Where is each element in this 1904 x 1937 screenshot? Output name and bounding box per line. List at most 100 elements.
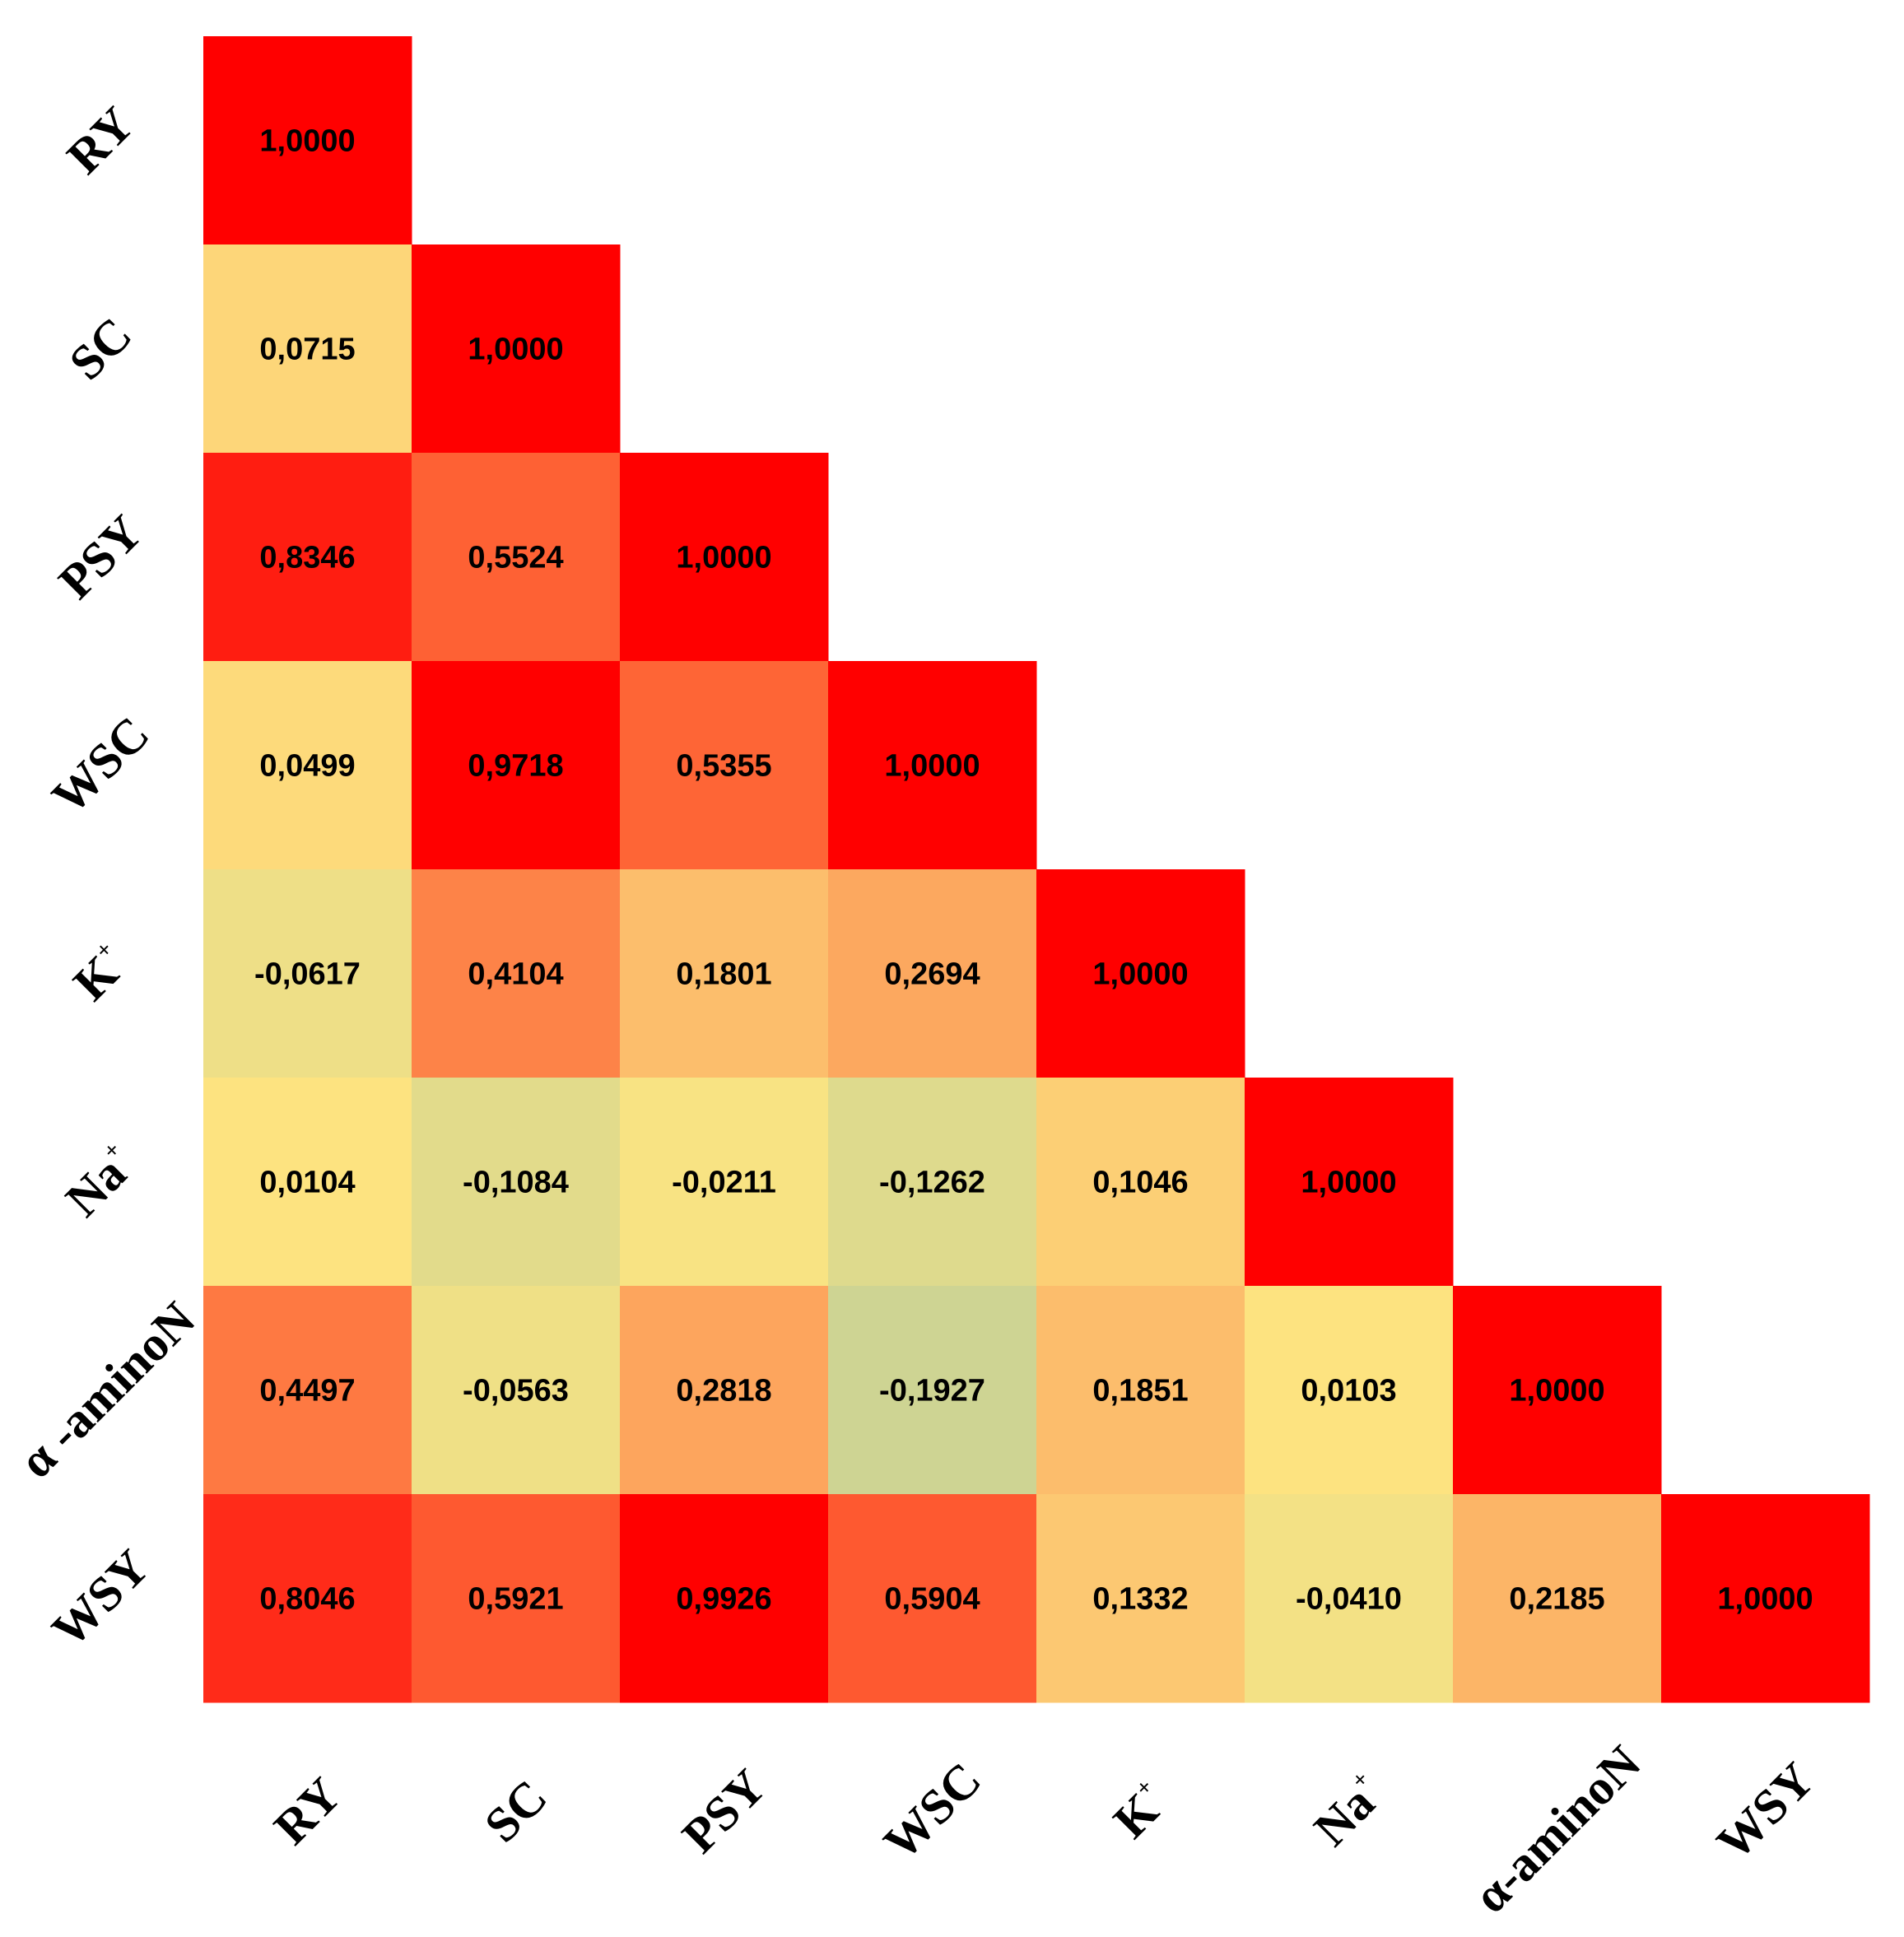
heatmap-cell-r8-c4 <box>828 1494 1037 1703</box>
y-axis-labels: RY SC PSY WSC K+ Na+ α -aminoN WSY <box>9 96 206 1657</box>
x-axis-label-aminon: α-aminoN <box>1463 1735 1650 1923</box>
x-axis-label-wsc: WSC <box>873 1752 991 1869</box>
heatmap-cell-r4-c3 <box>620 661 829 870</box>
y-axis-label-wsy: WSY <box>41 1539 159 1657</box>
heatmap-cell-r6-c1 <box>203 1078 412 1287</box>
cell-value-r3-c2: 0,5524 <box>468 541 563 575</box>
cell-value-r1-c1: 1,0000 <box>259 124 355 159</box>
y-axis-label-text: RY <box>57 96 144 184</box>
x-axis-label-text: WSY <box>1706 1752 1824 1869</box>
y-axis-label-ry: RY <box>57 96 144 184</box>
y-axis-label-text: K <box>63 945 129 1011</box>
heatmap-cell-r8-c6 <box>1245 1494 1454 1703</box>
x-axis-label-sc: SC <box>474 1770 557 1853</box>
svg-text:α -aminoN: α -aminoN <box>9 1292 206 1488</box>
y-axis-label-na: Na+ <box>55 1137 146 1227</box>
heatmap-cell-r8-c7 <box>1453 1494 1662 1703</box>
cell-value-r6-c6: 1,0000 <box>1301 1166 1396 1200</box>
y-axis-label-text: α -aminoN <box>9 1292 206 1488</box>
y-axis-label-text: SC <box>59 307 142 390</box>
svg-text:SC: SC <box>59 307 142 390</box>
heatmap-cell-r4-c4 <box>828 661 1037 870</box>
cell-value-r4-c1: 0,0499 <box>259 749 355 784</box>
cell-value-r8-c7: 0,2185 <box>1509 1582 1604 1617</box>
heatmap-cell-r5-c5 <box>1036 869 1245 1078</box>
cell-value-r2-c2: 1,0000 <box>468 333 563 367</box>
x-axis-label-wsy: WSY <box>1706 1752 1824 1869</box>
cell-value-r6-c5: 0,1046 <box>1092 1166 1188 1200</box>
heatmap-cells <box>203 36 1870 1703</box>
cell-value-r5-c2: 0,4104 <box>468 957 563 992</box>
cell-value-r7-c2: -0,0563 <box>463 1374 569 1409</box>
svg-text:Na+: Na+ <box>55 1137 146 1227</box>
heatmap-cell-r1-c1 <box>203 36 412 245</box>
cell-value-r8-c6: -0,0410 <box>1296 1582 1402 1617</box>
heatmap-cell-r3-c3 <box>620 453 829 662</box>
svg-text:K+: K+ <box>1103 1774 1178 1849</box>
x-axis-label-text: SC <box>474 1770 557 1853</box>
x-axis-label-text: RY <box>263 1767 351 1855</box>
cell-value-r7-c3: 0,2818 <box>676 1374 771 1409</box>
y-axis-label-text: PSY <box>49 505 153 609</box>
svg-text:RY: RY <box>263 1767 351 1855</box>
heatmap-cell-r5-c3 <box>620 869 829 1078</box>
cell-value-r7-c6: 0,0103 <box>1301 1374 1396 1409</box>
cell-value-r8-c1: 0,8046 <box>259 1582 355 1617</box>
x-axis-label-text: WSC <box>873 1752 991 1869</box>
cell-value-r8-c8: 1,0000 <box>1717 1582 1813 1617</box>
heatmap-cell-r4-c1 <box>203 661 412 870</box>
x-axis-label-k: K+ <box>1103 1774 1178 1849</box>
heatmap-cell-r7-c4 <box>828 1286 1037 1495</box>
heatmap-cell-r8-c3 <box>620 1494 829 1703</box>
heatmap-cell-r6-c3 <box>620 1078 829 1287</box>
svg-text:WSY: WSY <box>1706 1752 1824 1869</box>
y-axis-label-psy: PSY <box>49 505 153 609</box>
x-axis-labels: RY SC PSY WSC K+ Na+ α-aminoN WSY <box>263 1735 1824 1923</box>
heatmap-cell-labels: 1,0000 0,0715 1,0000 0,8346 0,5524 1,0000 0,04… <box>254 124 1813 1617</box>
cell-value-r8-c5: 0,1332 <box>1092 1582 1188 1617</box>
heatmap-cell-r7-c6 <box>1245 1286 1454 1495</box>
heatmap-cell-r7-c1 <box>203 1286 412 1495</box>
heatmap-cell-r7-c2 <box>412 1286 621 1495</box>
svg-text:WSC: WSC <box>873 1752 991 1869</box>
heatmap-cell-r8-c8 <box>1661 1494 1870 1703</box>
heatmap-cell-r3-c1 <box>203 453 412 662</box>
x-axis-label-text: Na <box>1304 1775 1385 1856</box>
cell-value-r7-c5: 0,1851 <box>1092 1374 1188 1409</box>
heatmap-cell-r5-c2 <box>412 869 621 1078</box>
heatmap-cell-r5-c4 <box>828 869 1037 1078</box>
y-axis-label-k: K+ <box>63 936 138 1011</box>
cell-value-r4-c4: 1,0000 <box>884 749 980 784</box>
heatmap-cell-r2-c2 <box>412 244 621 454</box>
heatmap-cell-r8-c5 <box>1036 1494 1245 1703</box>
x-axis-label-text: PSY <box>672 1759 776 1864</box>
cell-value-r3-c3: 1,0000 <box>676 541 771 575</box>
heatmap-cell-r4-c2 <box>412 661 621 870</box>
svg-text:PSY: PSY <box>49 505 153 609</box>
heatmap-cell-r6-c5 <box>1036 1078 1245 1287</box>
heatmap-cell-r6-c6 <box>1245 1078 1454 1287</box>
cell-value-r2-c1: 0,0715 <box>259 333 355 367</box>
heatmap-cell-r7-c7 <box>1453 1286 1662 1495</box>
y-axis-label-wsc: WSC <box>41 706 159 824</box>
svg-text:K+: K+ <box>63 936 138 1011</box>
heatmap-cell-r6-c2 <box>412 1078 621 1287</box>
heatmap-cell-r6-c4 <box>828 1078 1037 1287</box>
y-axis-label-sc: SC <box>59 307 142 390</box>
cell-value-r6-c3: -0,0211 <box>672 1166 776 1200</box>
heatmap-cell-r3-c2 <box>412 453 621 662</box>
cell-value-r6-c4: -0,1262 <box>879 1166 985 1200</box>
cell-value-r8-c3: 0,9926 <box>676 1582 771 1617</box>
x-axis-label-text: α-aminoN <box>1463 1735 1650 1923</box>
heatmap-cell-r8-c1 <box>203 1494 412 1703</box>
cell-value-r7-c4: -0,1927 <box>879 1374 985 1409</box>
cell-value-r5-c3: 0,1801 <box>676 957 771 992</box>
cell-value-r6-c2: -0,1084 <box>463 1166 569 1200</box>
heatmap-cell-r2-c1 <box>203 244 412 454</box>
x-axis-label-ry: RY <box>263 1767 351 1855</box>
cell-value-r6-c1: 0,0104 <box>259 1166 355 1200</box>
svg-text:SC: SC <box>474 1770 557 1853</box>
y-axis-label-text: WSC <box>41 706 159 824</box>
cell-value-r5-c1: -0,0617 <box>254 957 361 992</box>
